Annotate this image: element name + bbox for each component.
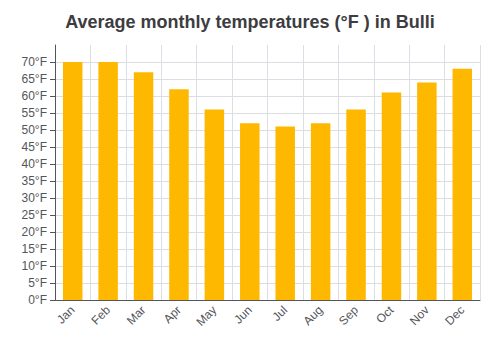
svg-text:30°F: 30°F <box>22 191 47 205</box>
svg-text:Sep: Sep <box>336 303 361 328</box>
svg-text:Jan: Jan <box>54 303 78 327</box>
svg-text:Feb: Feb <box>89 303 114 328</box>
svg-text:20°F: 20°F <box>22 225 47 239</box>
svg-text:25°F: 25°F <box>22 208 47 222</box>
svg-text:Average monthly temperatures (: Average monthly temperatures (°F ) in Bu… <box>65 12 435 32</box>
svg-text:10°F: 10°F <box>22 259 47 273</box>
svg-text:50°F: 50°F <box>22 123 47 137</box>
svg-text:15°F: 15°F <box>22 242 47 256</box>
svg-text:Jun: Jun <box>231 303 255 327</box>
svg-text:Jul: Jul <box>269 303 290 324</box>
svg-text:35°F: 35°F <box>22 174 47 188</box>
svg-text:Aug: Aug <box>301 303 326 328</box>
svg-text:Nov: Nov <box>407 303 432 328</box>
svg-text:5°F: 5°F <box>28 276 47 290</box>
svg-text:Oct: Oct <box>373 303 397 327</box>
svg-text:Dec: Dec <box>442 303 467 328</box>
svg-text:Mar: Mar <box>124 303 149 327</box>
svg-text:0°F: 0°F <box>28 293 47 307</box>
svg-text:70°F: 70°F <box>22 55 47 69</box>
svg-text:May: May <box>193 303 219 329</box>
svg-text:60°F: 60°F <box>22 89 47 103</box>
svg-text:65°F: 65°F <box>22 72 47 86</box>
svg-text:Apr: Apr <box>161 303 184 326</box>
svg-text:40°F: 40°F <box>22 157 47 171</box>
svg-text:45°F: 45°F <box>22 140 47 154</box>
svg-text:55°F: 55°F <box>22 106 47 120</box>
